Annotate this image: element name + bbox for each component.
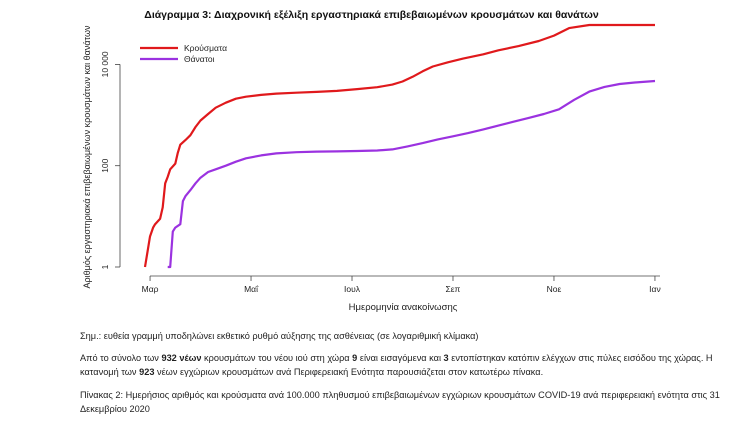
y-tick-label: 100 bbox=[100, 158, 110, 172]
summary-text: κρουσμάτων του νέου ιού στη χώρα bbox=[201, 353, 353, 363]
legend-label: Κρούσματα bbox=[184, 43, 227, 53]
legend-label: Θάνατοι bbox=[184, 54, 215, 64]
deaths-line bbox=[167, 79, 656, 269]
summary-text: εντοπίστηκαν κατόπιν ελέγχων στις πύλες … bbox=[80, 353, 713, 377]
x-tick-label: Ιαν bbox=[649, 284, 661, 294]
summary-text: νέων εγχώριων κρουσμάτων ανά Περιφερειακ… bbox=[154, 367, 544, 377]
y-axis-label: Αριθμός εργαστηριακά επιβεβαιωμένων κρου… bbox=[82, 25, 92, 289]
y-tick-label: 1 bbox=[100, 264, 110, 269]
summary-text: είναι εισαγόμενα και bbox=[357, 353, 444, 363]
summary-number: 9 bbox=[352, 353, 358, 363]
chart-axes: 1 100 10 000 Μαρ Μαΐ Ιουλ Σεπ Νοε Ιαν bbox=[100, 51, 661, 294]
summary-text: Από το σύνολο των bbox=[80, 353, 162, 363]
summary-number: 3 bbox=[443, 353, 449, 363]
x-tick-label: Νοε bbox=[547, 284, 562, 294]
note-text: Σημ.: ευθεία γραμμή υποδηλώνει εκθετικό … bbox=[80, 331, 479, 341]
x-axis-label: Ημερομηνία ανακοίνωσης bbox=[348, 302, 458, 313]
chart-series-layer bbox=[143, 23, 656, 269]
chart-svg: 1 100 10 000 Μαρ Μαΐ Ιουλ Σεπ Νοε Ιαν ΚρούσματαΘ… bbox=[100, 23, 661, 294]
chart-title: Διάγραμμα 3: Διαχρονική εξέλιξη εργαστηρ… bbox=[144, 9, 599, 21]
x-tick-label: Ιουλ bbox=[344, 284, 361, 294]
summary-paragraph: Από το σύνολο των 932 νέων κρουσμάτων το… bbox=[80, 351, 720, 379]
summary-number: 923 bbox=[139, 367, 155, 377]
summary-number: 932 νέων bbox=[161, 353, 202, 363]
x-tick-label: Μαΐ bbox=[244, 284, 259, 294]
cases-line bbox=[143, 23, 655, 268]
table-caption: Πίνακας 2: Ημερήσιος αριθμός και κρούσμα… bbox=[80, 390, 720, 414]
y-tick-label: 10 000 bbox=[100, 51, 110, 77]
x-tick-label: Μαρ bbox=[142, 284, 159, 294]
x-tick-label: Σεπ bbox=[446, 284, 461, 294]
